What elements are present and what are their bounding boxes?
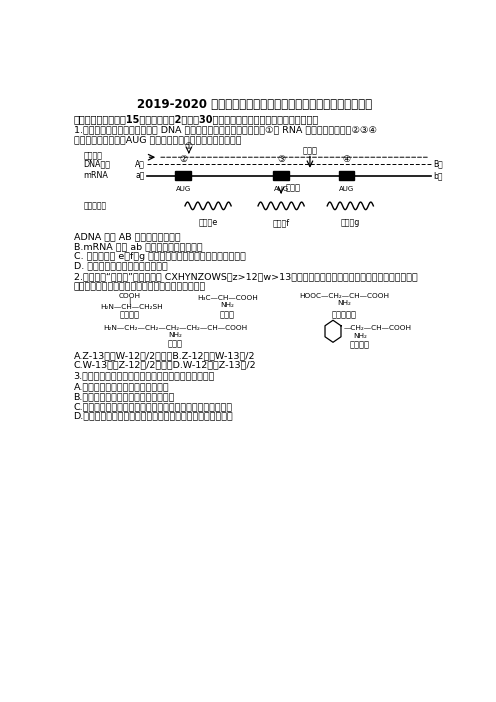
Text: ④: ④ xyxy=(342,154,351,164)
Text: 2019-2020 学年江苏兴化中学高三生物期中考试试题及参考答案: 2019-2020 学年江苏兴化中学高三生物期中考试试题及参考答案 xyxy=(136,98,372,112)
Text: HOOC—CH₂—CH—COOH: HOOC—CH₂—CH—COOH xyxy=(300,293,389,299)
Text: ADNA 片段 AB 间仅包含一个基因: ADNA 片段 AB 间仅包含一个基因 xyxy=(73,232,180,241)
Text: 过程甲: 过程甲 xyxy=(303,146,317,155)
Text: 2.现有一种“十二肽”，分子式为 CXHYNZOWS（z>12，w>13），已知将它彻底水解后只得到下列氨基酸，求将: 2.现有一种“十二肽”，分子式为 CXHYNZOWS（z>12，w>13），已知… xyxy=(73,272,417,282)
Text: DNA片段: DNA片段 xyxy=(83,159,110,168)
Text: 其彻底水解得到的赖氨酸数和天门冬氨酸数（　　）: 其彻底水解得到的赖氨酸数和天门冬氨酸数（ ） xyxy=(73,282,206,291)
Text: AUG: AUG xyxy=(273,187,289,192)
Text: B端: B端 xyxy=(433,160,443,168)
Text: ①: ① xyxy=(185,143,193,152)
Bar xyxy=(273,171,289,180)
Text: 半胱氨酸: 半胱氨酸 xyxy=(119,310,139,319)
Text: mRNA: mRNA xyxy=(83,171,108,180)
Text: H₃C—CH—COOH: H₃C—CH—COOH xyxy=(197,296,257,301)
Text: COOH: COOH xyxy=(118,293,140,299)
Text: NH₂: NH₂ xyxy=(220,303,234,308)
Text: 1.如图表示某原核细胞中的一个 DNA 片段表达遗传信息的过程，其中①为 RNA 聚合酶结合位点，②③④: 1.如图表示某原核细胞中的一个 DNA 片段表达遗传信息的过程，其中①为 RNA… xyxy=(73,126,376,135)
Text: C. 蛋白质产物 e、f、g 结构上的差异主要体现在肽键的数量上: C. 蛋白质产物 e、f、g 结构上的差异主要体现在肽键的数量上 xyxy=(73,251,246,260)
Text: NH₂: NH₂ xyxy=(353,333,367,338)
Text: A端: A端 xyxy=(135,160,145,168)
Text: 蛋白质g: 蛋白质g xyxy=(341,218,360,227)
Text: 蛋白质产物: 蛋白质产物 xyxy=(83,201,106,211)
Text: A.Z-13，（W-12）/2　　　B.Z-12，（W-13）/2: A.Z-13，（W-12）/2 B.Z-12，（W-13）/2 xyxy=(73,351,255,360)
Text: 一、选择题：本题內15小题，每小题2分，內30分。每小题只有一个选项符合题目要求。: 一、选择题：本题內15小题，每小题2分，內30分。每小题只有一个选项符合题目要求… xyxy=(73,114,319,124)
Text: C.细胞利用种类较少的小分子糖来合成种类繁多的生物大分子: C.细胞利用种类较少的小分子糖来合成种类繁多的生物大分子 xyxy=(73,402,233,411)
Bar xyxy=(176,171,191,180)
Text: 赖氨酸: 赖氨酸 xyxy=(168,339,183,348)
Text: 苯丙氨酸: 苯丙氨酸 xyxy=(350,340,370,350)
Text: H₂N—CH—CH₂SH: H₂N—CH—CH₂SH xyxy=(100,304,163,310)
Text: b端: b端 xyxy=(433,171,442,180)
Text: 蛋白质f: 蛋白质f xyxy=(272,218,290,227)
Text: B.mRNA 片段 ab 间仅能结合三个核糖体: B.mRNA 片段 ab 间仅能结合三个核糖体 xyxy=(73,242,202,251)
Text: B.糖类、蛋白质和核酸都是生物大分子: B.糖类、蛋白质和核酸都是生物大分子 xyxy=(73,392,175,401)
Text: 3.下列关于细胞中生物大分子的叙述，错误的是（　）: 3.下列关于细胞中生物大分子的叙述，错误的是（ ） xyxy=(73,371,215,380)
Bar xyxy=(339,171,354,180)
Text: NH₂: NH₂ xyxy=(169,332,183,338)
Text: |: | xyxy=(128,298,130,305)
Text: A.碳链是各种生物大分子的结构基础: A.碳链是各种生物大分子的结构基础 xyxy=(73,383,169,392)
Text: ②: ② xyxy=(179,154,187,164)
Text: 为核糖体结合位点，AUG 为起始密码。下列相关叙述正确的是: 为核糖体结合位点，AUG 为起始密码。下列相关叙述正确的是 xyxy=(73,135,241,144)
Text: D.以碳链为骨架的生物大分子，构成细胞生命大厦的基本框架: D.以碳链为骨架的生物大分子，构成细胞生命大厦的基本框架 xyxy=(73,411,233,420)
Text: D. 过程甲未完成时过程乙即已开始: D. 过程甲未完成时过程乙即已开始 xyxy=(73,261,167,270)
Text: H₂N—CH₂—CH₂—CH₂—CH₂—CH—COOH: H₂N—CH₂—CH₂—CH₂—CH₂—CH—COOH xyxy=(103,325,248,331)
Text: 过程乙: 过程乙 xyxy=(285,183,300,192)
Text: ③: ③ xyxy=(277,154,285,164)
Text: C.W-13，（Z-12）/2　　　D.W-12，（Z-13）/2: C.W-13，（Z-12）/2 D.W-12，（Z-13）/2 xyxy=(73,361,256,370)
Text: 原核细胞: 原核细胞 xyxy=(83,151,102,160)
Text: NH₂: NH₂ xyxy=(338,300,352,306)
Text: AUG: AUG xyxy=(176,187,190,192)
Text: 天门冬氨酸: 天门冬氨酸 xyxy=(332,310,357,319)
Text: AUG: AUG xyxy=(339,187,354,192)
Text: a端: a端 xyxy=(135,171,145,180)
Text: 蛋白质e: 蛋白质e xyxy=(198,218,218,227)
Text: —CH₂—CH—COOH: —CH₂—CH—COOH xyxy=(343,325,411,331)
Text: 丙氨酸: 丙氨酸 xyxy=(220,310,235,319)
